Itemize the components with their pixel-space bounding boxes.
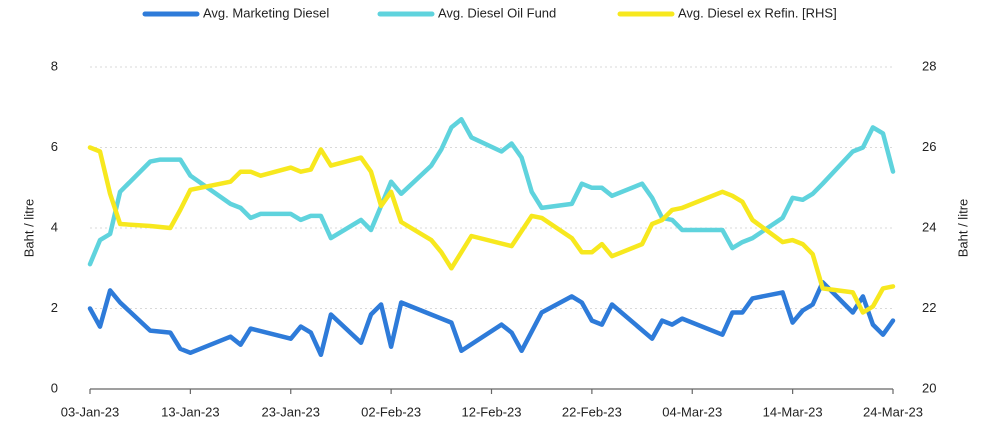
y2-tick-label: 26 [922, 139, 936, 154]
y-axis-label: Baht / litre [21, 199, 36, 258]
y-tick-label: 0 [51, 380, 58, 395]
x-tick-label: 13-Jan-23 [161, 404, 220, 419]
legend-label: Avg. Diesel Oil Fund [438, 5, 556, 20]
legend-label: Avg. Diesel ex Refin. [RHS] [678, 5, 837, 20]
series-line [87, 145, 896, 315]
y2-tick-label: 22 [922, 300, 936, 315]
x-tick-label: 03-Jan-23 [61, 404, 120, 419]
x-tick-label: 12-Feb-23 [462, 404, 522, 419]
x-tick-label: 14-Mar-23 [763, 404, 823, 419]
series-line [87, 280, 896, 358]
y-tick-label: 6 [51, 139, 58, 154]
y-tick-label: 4 [51, 219, 58, 234]
legend-label: Avg. Marketing Diesel [203, 5, 329, 20]
y-tick-label: 2 [51, 300, 58, 315]
y2-tick-label: 20 [922, 380, 936, 395]
x-tick-label: 22-Feb-23 [562, 404, 622, 419]
y2-tick-label: 28 [922, 58, 936, 73]
y-tick-label: 8 [51, 58, 58, 73]
x-tick-label: 04-Mar-23 [662, 404, 722, 419]
series-line [87, 117, 896, 267]
y2-tick-label: 24 [922, 219, 936, 234]
y2-axis-label: Baht / litre [955, 199, 970, 258]
x-tick-label: 02-Feb-23 [361, 404, 421, 419]
x-tick-label: 23-Jan-23 [261, 404, 320, 419]
x-tick-label: 24-Mar-23 [863, 404, 923, 419]
